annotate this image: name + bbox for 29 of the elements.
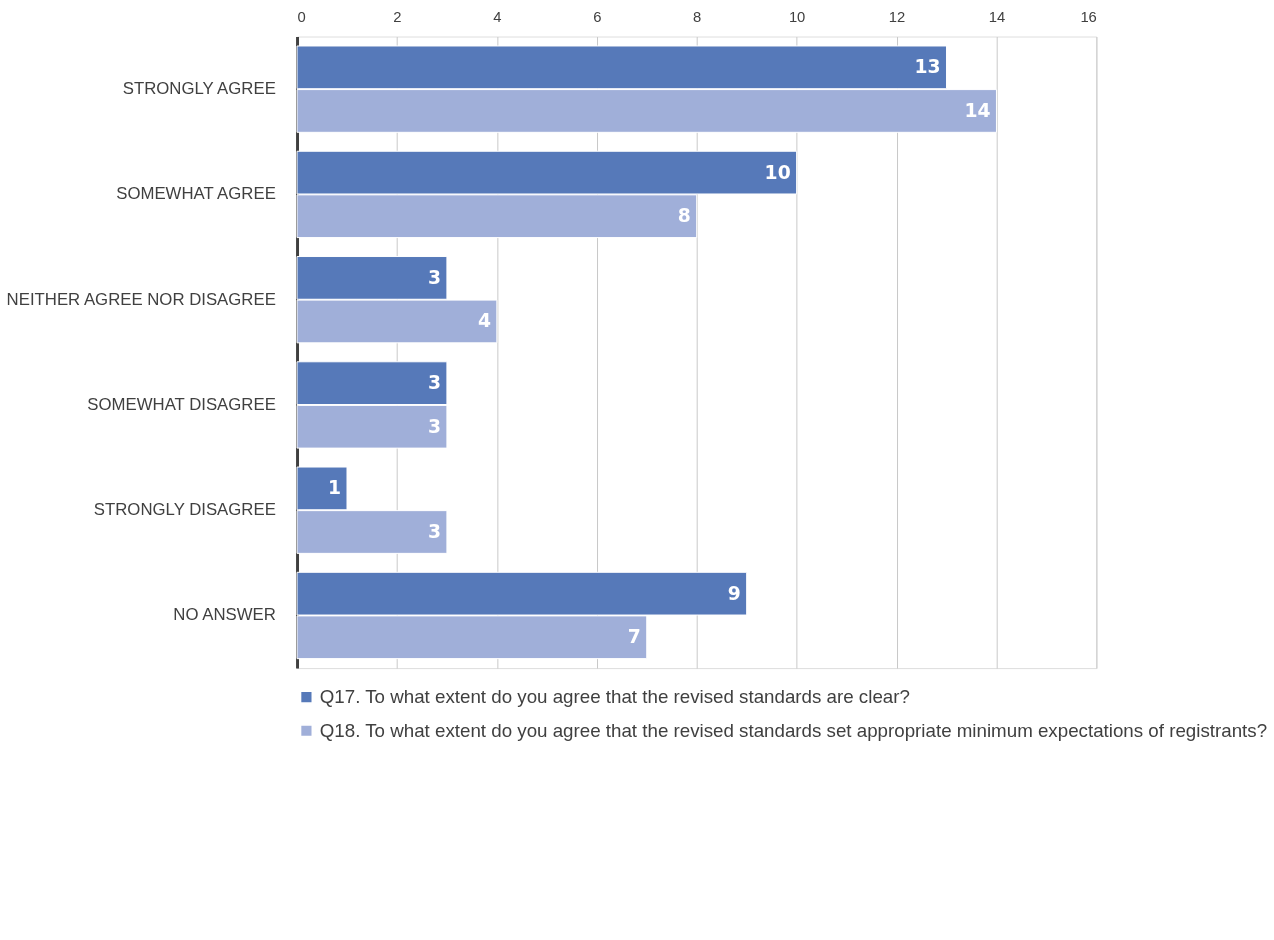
y-tick-label: NO ANSWER <box>173 605 276 625</box>
y-tick-label: SOMEWHAT DISAGREE <box>87 394 276 414</box>
data-label: 1 <box>328 477 342 499</box>
data-label: 10 <box>764 161 791 183</box>
y-tick-label: NEITHER AGREE NOR DISAGREE <box>6 289 276 309</box>
legend-label: Q18. To what extent do you agree that the revised standards set appropriate minimum expectations of registrants? <box>319 719 1268 741</box>
x-tick-label: 12 <box>888 9 906 26</box>
y-tick-label: STRONGLY DISAGREE <box>93 500 276 520</box>
x-tick-label: 14 <box>988 9 1006 26</box>
x-tick-label: 2 <box>393 9 402 26</box>
data-label: 7 <box>627 626 641 648</box>
x-tick-label: 16 <box>1080 9 1097 26</box>
y-tick-label: SOMEWHAT AGREE <box>116 184 276 204</box>
legend-label: Q17. To what extent do you agree that the revised standards are clear? <box>319 686 910 708</box>
data-label: 8 <box>677 205 691 227</box>
x-tick-label: 10 <box>788 9 806 26</box>
data-label: 9 <box>727 582 741 604</box>
data-label: 3 <box>427 520 441 542</box>
data-label: 3 <box>427 266 441 288</box>
y-tick-label: STRONGLY AGREE <box>122 79 276 99</box>
x-tick-label: 4 <box>493 9 502 26</box>
data-label: 13 <box>914 56 941 78</box>
x-tick-label: 8 <box>693 9 702 26</box>
data-label: 4 <box>477 310 491 332</box>
x-tick-label: 6 <box>593 9 602 26</box>
data-label: 3 <box>427 415 441 437</box>
data-label: 14 <box>964 99 991 121</box>
x-tick-label: 0 <box>297 9 306 26</box>
data-label: 3 <box>427 372 441 394</box>
